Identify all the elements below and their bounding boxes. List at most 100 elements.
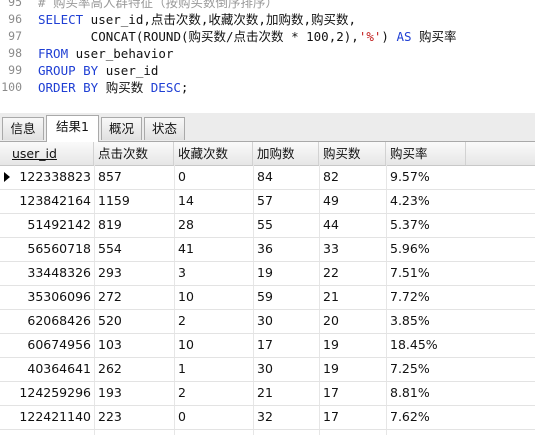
cell-cart-count[interactable]: 19 <box>257 265 273 280</box>
cell-click-count[interactable]: 819 <box>98 217 122 232</box>
cell-purchase-count[interactable]: 22 <box>323 265 339 280</box>
cell-click-count[interactable]: 193 <box>98 385 122 400</box>
cell-user-id[interactable]: 122338823 <box>19 169 91 184</box>
code-token: SELECT <box>38 12 84 27</box>
cell-purchase-count[interactable]: 21 <box>323 289 339 304</box>
table-row[interactable]: 56560718 554 41 36 33 5.96% <box>0 237 535 262</box>
result-grid[interactable]: user_id 点击次数 收藏次数 加购数 购买数 购买率 122338823 857 0 84… <box>0 142 535 435</box>
cell-click-count[interactable]: 554 <box>98 241 122 256</box>
row-selector[interactable] <box>0 165 14 189</box>
cell-purchase-rate[interactable]: 9.57% <box>390 169 430 184</box>
cell-click-count[interactable]: 1159 <box>98 193 130 208</box>
cell-favorite-count[interactable]: 28 <box>178 217 194 232</box>
cell-cart-count[interactable]: 36 <box>257 241 273 256</box>
table-row[interactable]: 33448326 293 3 19 22 7.51% <box>0 261 535 286</box>
cell-cart-count[interactable]: 30 <box>257 361 273 376</box>
cell-cart-count[interactable]: 59 <box>257 289 273 304</box>
cell-favorite-count[interactable]: 3 <box>178 265 186 280</box>
tab-info[interactable]: 信息 <box>2 117 44 140</box>
cell-user-id[interactable]: 123842164 <box>19 193 91 208</box>
column-divider <box>174 165 175 435</box>
table-row[interactable]: 123842164 1159 14 57 49 4.23% <box>0 189 535 214</box>
cell-favorite-count[interactable]: 14 <box>178 193 194 208</box>
cell-purchase-rate[interactable]: 7.72% <box>390 289 430 304</box>
cell-click-count[interactable]: 223 <box>98 409 122 424</box>
cell-cart-count[interactable]: 55 <box>257 217 273 232</box>
cell-purchase-rate[interactable]: 7.25% <box>390 361 430 376</box>
tab-profile[interactable]: 概况 <box>101 117 142 140</box>
cell-user-id[interactable]: 62068426 <box>27 313 91 328</box>
cell-purchase-rate[interactable]: 7.62% <box>390 409 430 424</box>
cell-purchase-count[interactable]: 49 <box>323 193 339 208</box>
cell-purchase-rate[interactable]: 4.23% <box>390 193 430 208</box>
table-row[interactable]: 122338823 857 0 84 82 9.57% <box>0 165 535 190</box>
table-row[interactable]: 62068426 520 2 30 20 3.85% <box>0 309 535 334</box>
cell-purchase-rate[interactable]: 8.81% <box>390 385 430 400</box>
cell-purchase-count[interactable]: 19 <box>323 337 339 352</box>
column-header-purchase-rate[interactable]: 购买率 <box>386 142 466 165</box>
tab-status[interactable]: 状态 <box>144 117 185 140</box>
cell-cart-count[interactable]: 21 <box>257 385 273 400</box>
cell-purchase-count[interactable]: 19 <box>323 361 339 376</box>
cell-purchase-count[interactable]: 17 <box>323 409 339 424</box>
cell-favorite-count[interactable]: 10 <box>178 337 194 352</box>
cell-click-count[interactable]: 624 <box>94 429 174 435</box>
table-row[interactable]: 122421140 223 0 32 17 7.62% <box>0 405 535 430</box>
cell-user-id[interactable]: 475826 <box>14 429 94 435</box>
column-header-cart-count[interactable]: 加购数 <box>253 142 319 165</box>
table-row[interactable]: 4758266241321162.56% <box>0 429 535 435</box>
cell-favorite-count[interactable]: 2 <box>178 385 186 400</box>
tab-result-1[interactable]: 结果1 <box>46 115 99 142</box>
cell-click-count[interactable]: 520 <box>98 313 122 328</box>
cell-favorite-count[interactable]: 13 <box>174 429 253 435</box>
table-row[interactable]: 40364641 262 1 30 19 7.25% <box>0 357 535 382</box>
cell-cart-count[interactable]: 17 <box>257 337 273 352</box>
column-header-purchase-count[interactable]: 购买数 <box>319 142 386 165</box>
cell-cart-count[interactable]: 30 <box>257 313 273 328</box>
sql-editor[interactable]: 95 # 购买率高人群特征（按购买数倒序排序） 96 SELECT user_id,点… <box>0 0 535 113</box>
cell-user-id[interactable]: 33448326 <box>27 265 91 280</box>
cell-user-id[interactable]: 60674956 <box>27 337 91 352</box>
cell-cart-count[interactable]: 84 <box>257 169 273 184</box>
cell-purchase-rate[interactable]: 2.56% <box>386 429 466 435</box>
cell-purchase-rate[interactable]: 5.37% <box>390 217 430 232</box>
cell-user-id[interactable]: 56560718 <box>27 241 91 256</box>
table-row[interactable]: 124259296 193 2 21 17 8.81% <box>0 381 535 406</box>
cell-user-id[interactable]: 122421140 <box>19 409 91 424</box>
cell-favorite-count[interactable]: 1 <box>178 361 186 376</box>
cell-purchase-rate[interactable]: 7.51% <box>390 265 430 280</box>
cell-favorite-count[interactable]: 0 <box>178 169 186 184</box>
cell-purchase-rate[interactable]: 5.96% <box>390 241 430 256</box>
cell-favorite-count[interactable]: 10 <box>178 289 194 304</box>
cell-click-count[interactable]: 103 <box>98 337 122 352</box>
cell-favorite-count[interactable]: 41 <box>178 241 194 256</box>
cell-user-id[interactable]: 124259296 <box>19 385 91 400</box>
cell-cart-count[interactable]: 32 <box>257 409 273 424</box>
cell-purchase-rate[interactable]: 18.45% <box>390 337 438 352</box>
cell-click-count[interactable]: 293 <box>98 265 122 280</box>
cell-click-count[interactable]: 857 <box>98 169 122 184</box>
cell-purchase-rate[interactable]: 3.85% <box>390 313 430 328</box>
result-tab-bar: 信息 结果1 概况 状态 <box>0 113 535 142</box>
cell-cart-count[interactable]: 57 <box>257 193 273 208</box>
cell-purchase-count[interactable]: 44 <box>323 217 339 232</box>
column-header-click-count[interactable]: 点击次数 <box>94 142 174 165</box>
cell-click-count[interactable]: 272 <box>98 289 122 304</box>
table-row[interactable]: 51492142 819 28 55 44 5.37% <box>0 213 535 238</box>
cell-purchase-count[interactable]: 33 <box>323 241 339 256</box>
cell-purchase-count[interactable]: 82 <box>323 169 339 184</box>
cell-purchase-count[interactable]: 16 <box>319 429 386 435</box>
column-header-favorite-count[interactable]: 收藏次数 <box>174 142 253 165</box>
cell-cart-count[interactable]: 21 <box>253 429 319 435</box>
cell-favorite-count[interactable]: 2 <box>178 313 186 328</box>
cell-user-id[interactable]: 40364641 <box>27 361 91 376</box>
cell-user-id[interactable]: 51492142 <box>27 217 91 232</box>
table-row[interactable]: 60674956 103 10 17 19 18.45% <box>0 333 535 358</box>
cell-click-count[interactable]: 262 <box>98 361 122 376</box>
cell-purchase-count[interactable]: 17 <box>323 385 339 400</box>
cell-purchase-count[interactable]: 20 <box>323 313 339 328</box>
table-row[interactable]: 35306096 272 10 59 21 7.72% <box>0 285 535 310</box>
cell-favorite-count[interactable]: 0 <box>178 409 186 424</box>
column-header-user-id[interactable]: user_id <box>0 142 94 165</box>
cell-user-id[interactable]: 35306096 <box>27 289 91 304</box>
